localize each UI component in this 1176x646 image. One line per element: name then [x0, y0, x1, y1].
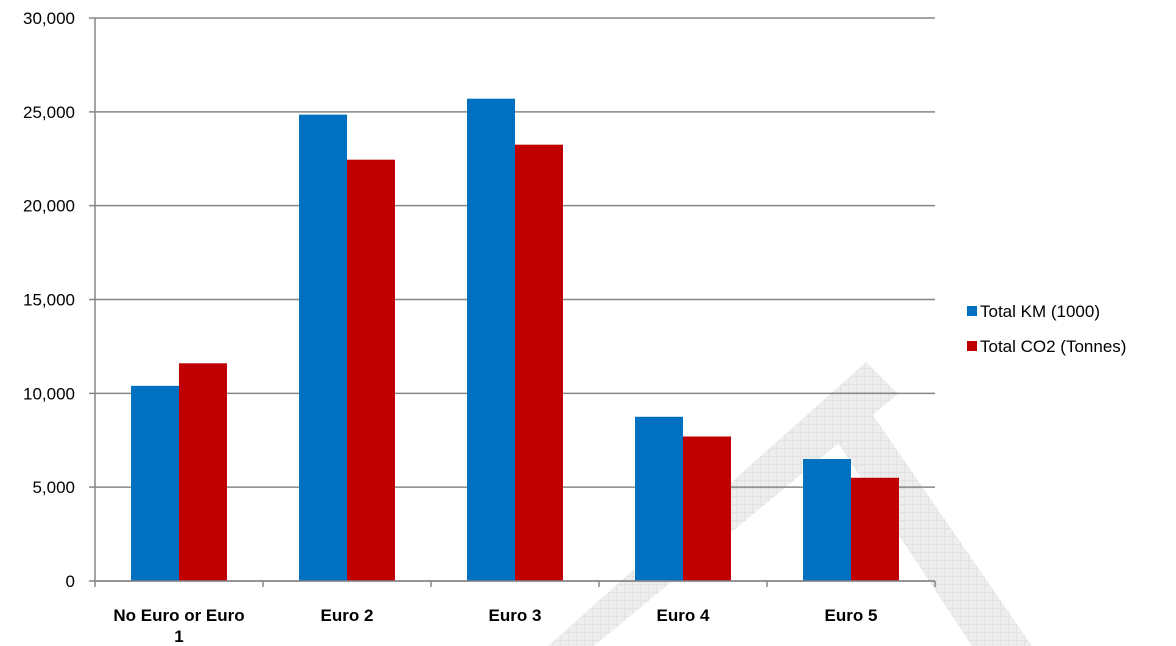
bar-total-co2: [851, 477, 899, 581]
legend-swatch: [967, 306, 977, 316]
y-tick-label: 0: [66, 572, 75, 591]
bar-total-km: [467, 98, 515, 582]
bar-total-co2: [347, 159, 395, 581]
x-tick-label-line: No Euro or Euro: [113, 606, 244, 625]
bar-total-co2: [515, 144, 563, 582]
x-tick-label-line: 1: [174, 627, 183, 646]
legend: Total KM (1000) Total CO2 (Tonnes): [967, 302, 1126, 356]
x-tick-label: Euro 5: [825, 606, 878, 625]
y-tick-label: 15,000: [23, 291, 75, 310]
bar-total-co2: [179, 363, 227, 581]
x-tick-label-line: Euro 3: [489, 606, 542, 625]
y-tick-label: 25,000: [23, 103, 75, 122]
y-tick-label: 20,000: [23, 197, 75, 216]
watermark: [548, 362, 1032, 646]
x-tick-label: No Euro or Euro 1: [113, 606, 244, 646]
legend-label: Total CO2 (Tonnes): [980, 337, 1126, 356]
y-tick-label: 10,000: [23, 384, 75, 403]
bar-total-km: [131, 385, 179, 581]
x-tick-label-line: Euro 5: [825, 606, 878, 625]
x-tick-label: Euro 2: [321, 606, 374, 625]
x-tick-label-line: Euro 2: [321, 606, 374, 625]
x-tick-label: Euro 3: [489, 606, 542, 625]
x-tick-label-line: Euro 4: [657, 606, 710, 625]
bar-total-co2: [683, 436, 731, 581]
bars: [131, 98, 899, 582]
y-tick-label: 30,000: [23, 9, 75, 28]
x-axis: No Euro or Euro 1 Euro 2 Euro 3 Euro 4 Euro 5: [94, 580, 936, 646]
legend-label: Total KM (1000): [980, 302, 1100, 321]
bar-total-km: [635, 416, 683, 581]
legend-swatch: [967, 341, 977, 351]
bar-total-km: [803, 459, 851, 581]
x-tick-label: Euro 4: [657, 606, 710, 625]
y-tick-label: 5,000: [32, 478, 75, 497]
bar-total-km: [299, 114, 347, 582]
y-axis: 0 5,000 10,000 15,000 20,000 25,000 30,000: [23, 9, 96, 591]
